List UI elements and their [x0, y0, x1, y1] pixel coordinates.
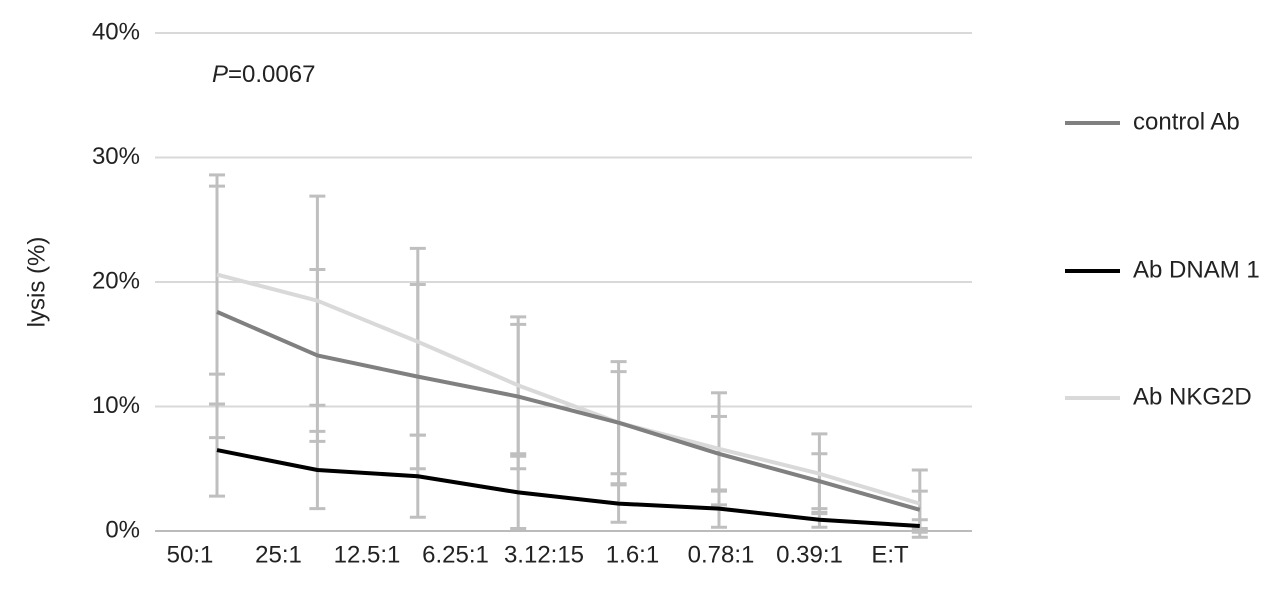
- x-tick-label: 0.78:1: [688, 541, 755, 568]
- y-axis-label: lysis (%): [23, 237, 50, 328]
- y-tick-label: 40%: [92, 18, 140, 45]
- series-line: [216, 272, 921, 506]
- y-tick-label: 30%: [92, 143, 140, 170]
- y-tick-label: 20%: [92, 267, 140, 294]
- legend-label: Ab DNAM 1: [1133, 256, 1260, 283]
- series-line: [216, 448, 920, 529]
- annotation: P=0.0067: [212, 61, 315, 88]
- x-tick-label: 3.12:15: [504, 541, 584, 568]
- series-line: [216, 310, 921, 512]
- x-tick-label: 6.25:1: [422, 541, 489, 568]
- x-axis-label: E:T: [871, 541, 909, 568]
- x-tick-label: 25:1: [255, 541, 302, 568]
- annotation-variable: P: [212, 61, 228, 88]
- y-tick-label: 10%: [92, 392, 140, 419]
- x-tick-label: 50:1: [167, 541, 214, 568]
- y-tick-label: 0%: [105, 516, 140, 543]
- x-tick-label: 0.39:1: [776, 541, 843, 568]
- legend-label: Ab NKG2D: [1133, 383, 1252, 410]
- legend-label: control Ab: [1133, 108, 1240, 135]
- x-tick-label: 12.5:1: [334, 541, 401, 568]
- x-tick-label: 1.6:1: [606, 541, 659, 568]
- annotation-value: =0.0067: [228, 61, 315, 88]
